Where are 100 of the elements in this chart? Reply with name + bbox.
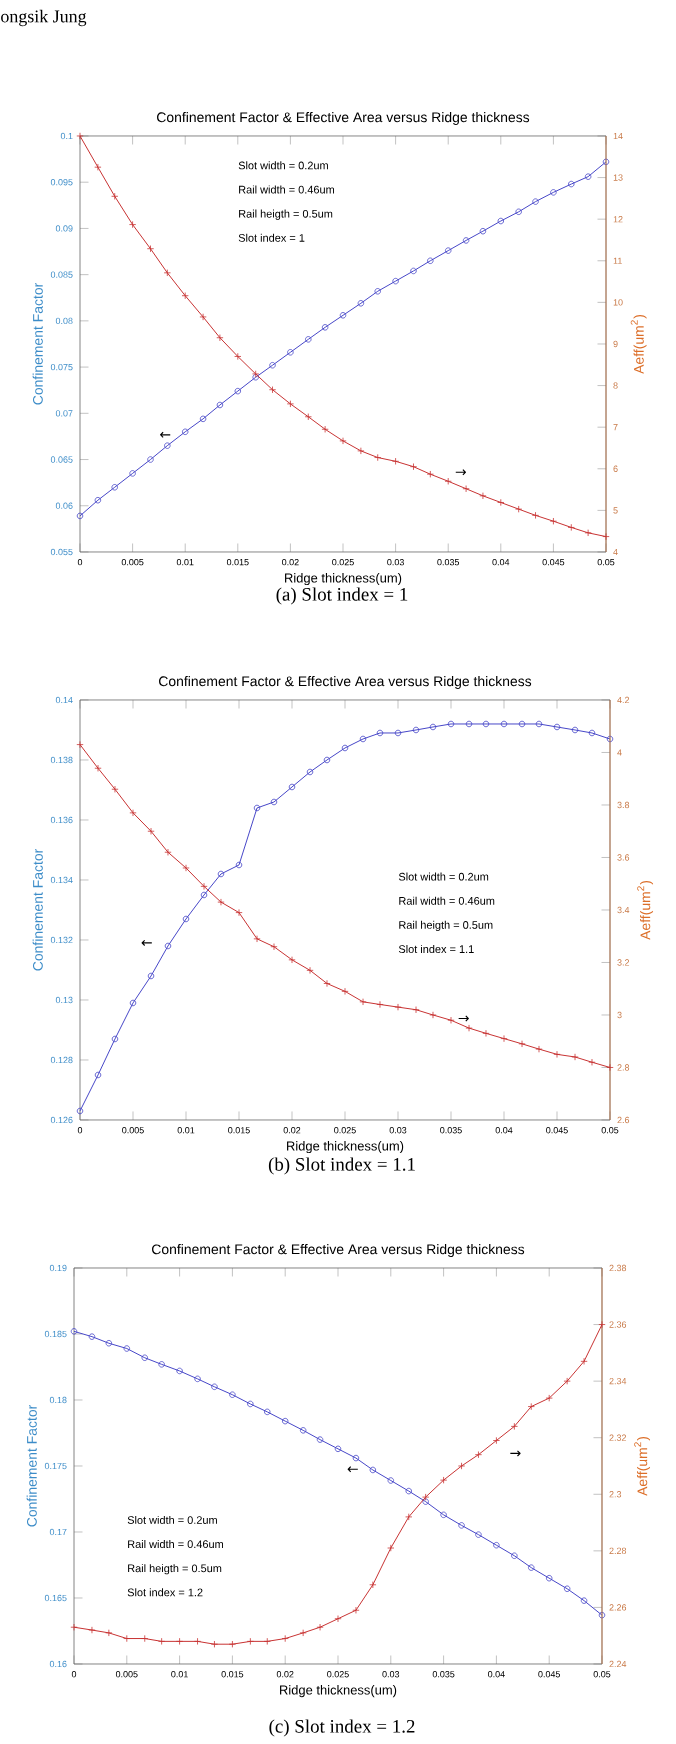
point — [474, 1451, 483, 1459]
point — [553, 1050, 561, 1058]
point — [412, 726, 420, 734]
point — [163, 269, 171, 277]
point — [493, 1541, 500, 1549]
point — [584, 173, 592, 180]
point — [515, 208, 522, 215]
point — [216, 401, 224, 409]
point — [123, 1345, 130, 1352]
point — [147, 456, 154, 463]
point — [229, 1391, 236, 1398]
point — [211, 1383, 218, 1390]
point — [158, 1361, 165, 1368]
point — [567, 523, 575, 532]
point — [387, 1477, 394, 1484]
point — [410, 267, 417, 275]
point — [210, 1640, 219, 1648]
point — [518, 720, 526, 728]
point — [268, 386, 277, 394]
point — [584, 529, 592, 537]
point — [247, 1400, 254, 1408]
point — [374, 453, 382, 462]
point — [111, 1035, 119, 1043]
point — [200, 882, 208, 890]
point — [405, 1513, 413, 1521]
point — [535, 1045, 543, 1053]
point — [217, 898, 225, 906]
text: ongsik Jung — [1, 9, 87, 27]
point — [217, 870, 225, 878]
point — [94, 163, 102, 171]
point — [568, 180, 575, 188]
point — [580, 1357, 588, 1365]
point — [482, 720, 490, 728]
point — [528, 1564, 535, 1571]
point — [549, 517, 557, 525]
point — [181, 292, 189, 300]
point — [264, 1408, 271, 1416]
point — [545, 1394, 553, 1402]
point — [458, 1522, 465, 1529]
point — [535, 720, 543, 728]
point — [287, 349, 294, 356]
point — [563, 1377, 571, 1385]
point — [111, 785, 119, 793]
point — [465, 1024, 473, 1032]
point — [234, 352, 242, 361]
point — [465, 720, 473, 728]
point — [429, 1011, 437, 1019]
point — [316, 1436, 324, 1443]
point — [235, 861, 243, 869]
point — [147, 972, 155, 980]
point — [164, 848, 172, 856]
point — [426, 470, 434, 478]
point — [387, 1544, 395, 1552]
point — [369, 1581, 377, 1589]
point — [479, 227, 487, 235]
point — [306, 768, 314, 776]
point — [440, 1511, 447, 1519]
point — [269, 362, 276, 369]
point — [341, 987, 349, 995]
point — [288, 956, 296, 964]
point — [563, 1585, 571, 1592]
point — [392, 277, 399, 285]
point — [394, 1003, 402, 1011]
point — [497, 217, 504, 225]
point — [305, 336, 312, 343]
point — [392, 457, 400, 465]
point — [339, 437, 347, 445]
point — [234, 387, 241, 395]
point — [500, 1035, 508, 1043]
point — [462, 237, 470, 244]
point — [129, 220, 137, 229]
point — [376, 729, 384, 737]
point — [334, 1615, 342, 1623]
text: (a) Slot index = 1 — [276, 587, 408, 605]
point — [253, 935, 261, 943]
text: (b) Slot index = 1.1 — [268, 1157, 415, 1175]
point — [129, 470, 136, 477]
point — [359, 735, 367, 743]
point — [475, 1531, 482, 1538]
point — [199, 313, 207, 321]
point — [281, 1634, 289, 1643]
point — [270, 943, 278, 951]
point — [228, 1640, 236, 1648]
point — [246, 1637, 254, 1645]
point — [357, 447, 365, 455]
point — [288, 783, 296, 791]
point — [518, 1040, 526, 1048]
point — [571, 726, 579, 734]
point — [334, 1445, 342, 1453]
point — [588, 729, 596, 737]
point — [479, 492, 487, 500]
point — [482, 1029, 490, 1037]
point — [550, 189, 557, 196]
point — [321, 324, 329, 331]
point — [304, 413, 312, 421]
point — [105, 1340, 113, 1347]
point — [182, 864, 190, 872]
point — [111, 192, 119, 200]
point — [105, 1629, 113, 1637]
point — [316, 1623, 324, 1631]
